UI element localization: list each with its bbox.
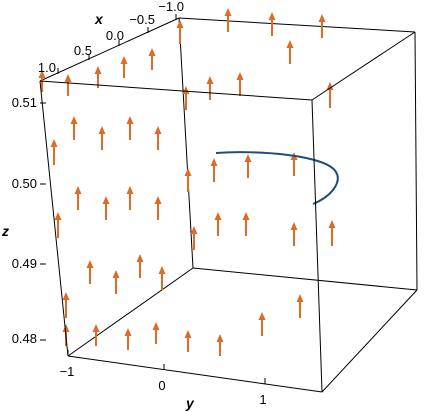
box-edge (414, 31, 418, 291)
vector-arrow (296, 294, 304, 318)
vector-arrow (210, 158, 218, 182)
box-edge (67, 267, 194, 357)
box-edge (192, 267, 418, 291)
x-tick-label: −0.5 (129, 12, 155, 27)
x-tick-label: 1.0 (38, 60, 56, 75)
vector-arrow (206, 76, 214, 100)
vector-arrow (216, 334, 224, 356)
vector-arrows (38, 8, 336, 356)
box-back-edges (39, 17, 418, 357)
box-edge (178, 17, 416, 33)
vector-arrow (70, 116, 78, 140)
vector-arrow (98, 126, 106, 150)
vector-arrow (184, 168, 192, 192)
x-tick-label: −1.0 (158, 0, 184, 14)
vector-arrow (182, 86, 190, 110)
vector-arrow (112, 270, 120, 294)
vector-arrow (236, 72, 244, 96)
vector-arrow (62, 292, 70, 318)
flow-curve (215, 151, 339, 205)
vector-arrow (74, 186, 82, 210)
box-edge (39, 80, 69, 357)
vector-arrow (154, 196, 162, 220)
box-edge (39, 80, 313, 101)
x-tick-label: 0.5 (74, 43, 92, 58)
y-axis-label: y (185, 395, 195, 411)
vector-arrow (224, 8, 232, 32)
box-front-edges (39, 31, 418, 393)
vector-arrow (152, 322, 160, 344)
vector-arrow (154, 126, 162, 150)
z-axis-label: z (1, 223, 9, 239)
z-tick-label: 0.49 (12, 256, 37, 271)
vector-arrow (120, 56, 128, 78)
y-tick-label: 0 (158, 378, 165, 393)
box-edge (178, 17, 194, 269)
vector-arrow (190, 226, 198, 250)
vector-arrow (136, 254, 144, 278)
y-tick-label: 1 (259, 392, 266, 407)
x-axis-label: x (94, 11, 104, 27)
vector-arrow (214, 212, 222, 236)
vector-arrow (176, 20, 184, 44)
z-tick-label: 0.51 (12, 95, 37, 110)
box-edge (39, 17, 180, 82)
vector-arrow (92, 324, 100, 346)
vector-arrow (64, 74, 72, 96)
vector-arrow (126, 186, 134, 210)
vector-arrow (318, 14, 326, 38)
vector-arrow (126, 116, 134, 140)
vector-arrow (38, 70, 46, 92)
box-edge (321, 289, 418, 393)
z-tick-label: 0.48 (12, 331, 37, 346)
vector-arrow (268, 12, 276, 36)
vector-arrow (328, 220, 336, 246)
box-edge (67, 355, 323, 393)
vector-arrow (86, 260, 94, 284)
y-tick-label: −1 (60, 364, 75, 379)
vector-arrow (244, 154, 252, 178)
vector-arrow (148, 48, 156, 70)
vector-arrow (242, 212, 250, 236)
vector-arrow (54, 212, 62, 238)
z-tick-label: 0.50 (12, 176, 37, 191)
vector-arrow (124, 328, 132, 350)
vector-arrow (286, 40, 294, 64)
box-edge (311, 99, 323, 393)
vector-arrow (184, 330, 192, 352)
vector-arrow (326, 82, 334, 108)
vector-arrow (290, 222, 298, 246)
box-edge (311, 31, 416, 101)
vector-arrow (102, 196, 110, 220)
vector-arrow (50, 139, 58, 165)
x-tick-label: 0.0 (106, 28, 124, 43)
vector-arrow (158, 266, 166, 290)
vector-arrow (258, 312, 266, 336)
axis-ticks (40, 14, 266, 384)
